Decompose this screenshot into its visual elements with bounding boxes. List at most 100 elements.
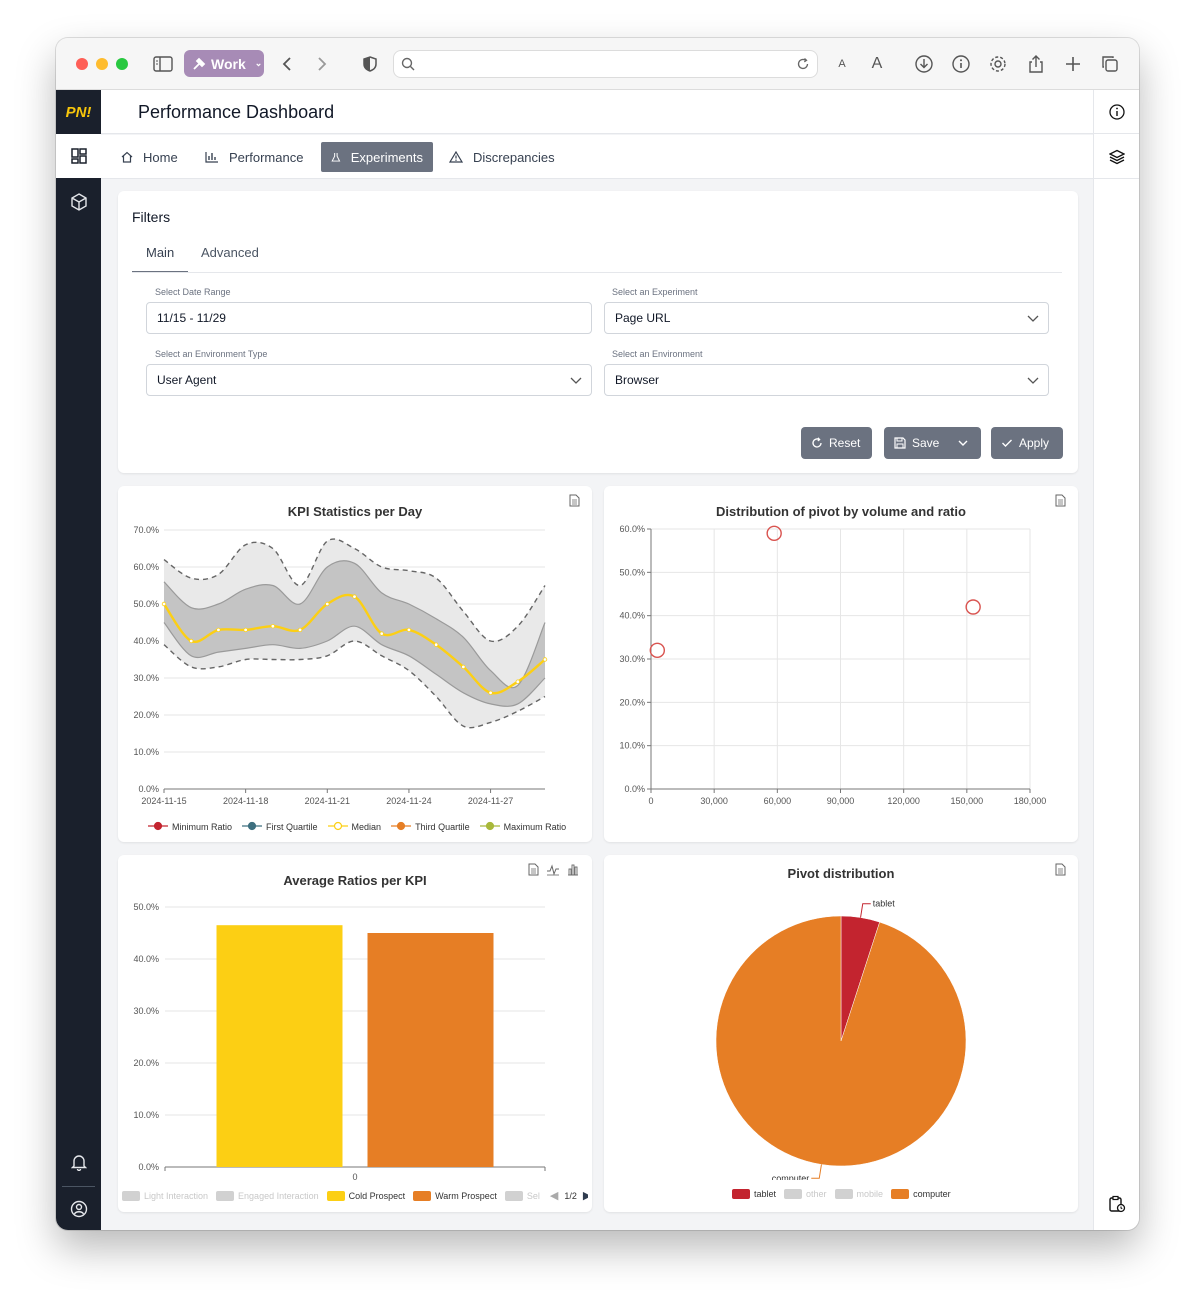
date-range-label: Select Date Range [155,287,231,297]
info-icon[interactable] [949,52,973,76]
back-icon[interactable] [275,52,299,76]
bar-chart-toggle-icon[interactable] [567,863,579,876]
legend-label: other [806,1189,827,1199]
environment-label: Select an Environment [612,349,703,359]
legend-item[interactable]: computer [891,1189,951,1199]
y-tick-label: 10.0% [133,1110,159,1120]
save-dropdown-chevron-icon[interactable] [957,437,969,449]
legend-item[interactable]: Minimum Ratio [148,821,232,833]
reset-button[interactable]: Reset [801,427,872,459]
address-bar[interactable] [393,50,818,78]
filters-panel: Filters Main Advanced Select Date Range … [118,191,1078,473]
tab-overview-icon[interactable] [1098,52,1122,76]
close-window-button[interactable] [76,58,88,70]
legend-item[interactable]: First Quartile [242,821,318,833]
legend-swatch [122,1190,140,1201]
new-tab-icon[interactable] [1061,52,1085,76]
app-sidebar: PN! [56,90,101,1230]
dashboard-nav-button[interactable] [56,134,101,178]
info-panel-button[interactable] [1094,90,1139,134]
notifications-button[interactable] [56,1140,101,1184]
pie-chart-title: Pivot distribution [787,866,895,881]
minimize-window-button[interactable] [96,58,108,70]
data-view-icon[interactable] [528,863,539,876]
legend-item[interactable]: mobile [834,1189,884,1199]
legend-item[interactable]: Maximum Ratio [479,821,567,833]
median-point [352,594,357,599]
sidebar-toggle-icon[interactable] [151,52,175,76]
pie-slice-label: computer [772,1173,810,1180]
subtab-advanced[interactable]: Advanced [201,245,259,260]
y-tick-label: 60.0% [619,524,645,534]
legend-item[interactable]: Cold Prospect [326,1190,405,1201]
legend-label: Maximum Ratio [503,822,567,832]
app-logo[interactable]: PN! [56,90,101,134]
data-view-icon[interactable] [569,494,580,507]
layers-button[interactable] [1094,135,1139,179]
maximum-ratio-line [163,538,546,643]
profile-pill[interactable]: Work ⌄ [184,50,264,77]
legend-item[interactable]: Third Quartile [391,821,470,833]
x-tick-label: 180,000 [1014,796,1047,806]
legend-item[interactable]: Light Interaction [122,1190,208,1201]
bar-legend: Light Interaction Engaged Interaction Cold… [122,1189,588,1202]
tab-discrepancies[interactable]: Discrepancies [439,142,565,172]
page-title: Performance Dashboard [138,102,335,122]
kpi-chart-title: KPI Statistics per Day [287,504,423,519]
legend-item[interactable]: Warm Prospect [413,1190,497,1201]
x-tick-label: 120,000 [887,796,920,806]
date-range-input[interactable]: 11/15 - 11/29 [146,302,592,334]
chevron-down-icon [1027,315,1039,322]
data-view-icon[interactable] [1055,494,1066,507]
legend-next-icon[interactable]: ▶ [582,1190,588,1202]
tab-performance[interactable]: Performance [195,142,313,172]
text-smaller-icon[interactable]: A [838,58,846,70]
subtab-main[interactable]: Main [146,245,175,260]
legend-swatch [891,1189,910,1199]
experiment-select[interactable]: Page URL [604,302,1049,334]
share-icon[interactable] [1024,52,1048,76]
subtab-divider [132,272,1062,273]
x-tick-label: 2024-11-15 [141,796,186,806]
first-quartile-line [163,622,546,707]
text-larger-icon[interactable]: A [871,55,883,72]
legend-item[interactable]: Sel [504,1190,540,1201]
y-tick-label: 20.0% [619,697,645,707]
environment-value: Browser [615,373,660,387]
x-tick-label: 30,000 [700,796,728,806]
tab-home[interactable]: Home [111,142,188,172]
gear-icon[interactable] [986,52,1010,76]
y-tick-label: 10.0% [133,747,159,757]
legend-item[interactable]: other [784,1189,827,1199]
chevron-down-icon [570,377,582,384]
download-icon[interactable] [912,52,936,76]
reload-icon[interactable] [796,57,810,71]
pivot-pie-card: Pivot distribution tablet computer tablet… [604,855,1078,1212]
x-tick-label: 150,000 [951,796,984,806]
line-chart-toggle-icon[interactable] [546,863,560,876]
environment-select[interactable]: Browser [604,364,1049,396]
y-tick-label: 40.0% [133,636,159,646]
legend-label: Warm Prospect [435,1190,497,1201]
shield-icon[interactable] [358,52,382,76]
legend-item[interactable]: Engaged Interaction [216,1190,319,1201]
y-tick-label: 50.0% [133,599,159,609]
maximize-window-button[interactable] [116,58,128,70]
data-view-icon[interactable] [1055,863,1066,876]
cube-nav-button[interactable] [56,180,101,224]
apply-button[interactable]: Apply [991,427,1063,459]
sidebar-divider [62,1186,95,1187]
legend-item[interactable]: tablet [732,1189,776,1199]
forward-icon[interactable] [310,52,334,76]
experiment-value: Page URL [615,311,671,325]
legend-item[interactable]: Median [327,821,381,833]
layers-icon [1109,149,1125,164]
save-icon [894,437,906,449]
tab-experiments[interactable]: Experiments [321,142,433,172]
env-type-select[interactable]: User Agent [146,364,592,396]
account-button[interactable] [56,1187,101,1230]
legend-prev-icon[interactable]: ◀ [549,1190,559,1202]
legend-label: mobile [856,1189,884,1199]
clipboard-clock-icon[interactable] [1108,1195,1126,1218]
save-button[interactable]: Save [884,427,981,459]
